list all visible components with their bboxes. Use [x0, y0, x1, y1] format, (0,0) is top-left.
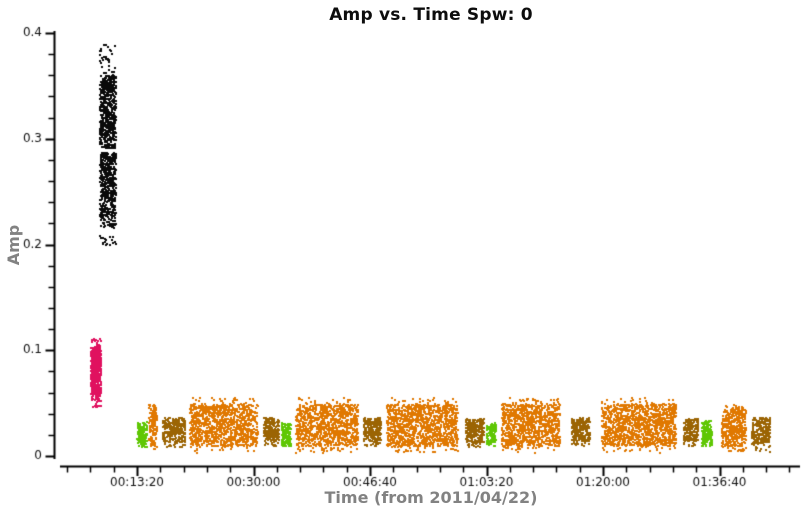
plot-title: Amp vs. Time Spw: 0 [329, 5, 533, 25]
y-axis-title: Amp [4, 224, 23, 266]
x-axis-title: Time (from 2011/04/22) [324, 488, 538, 507]
